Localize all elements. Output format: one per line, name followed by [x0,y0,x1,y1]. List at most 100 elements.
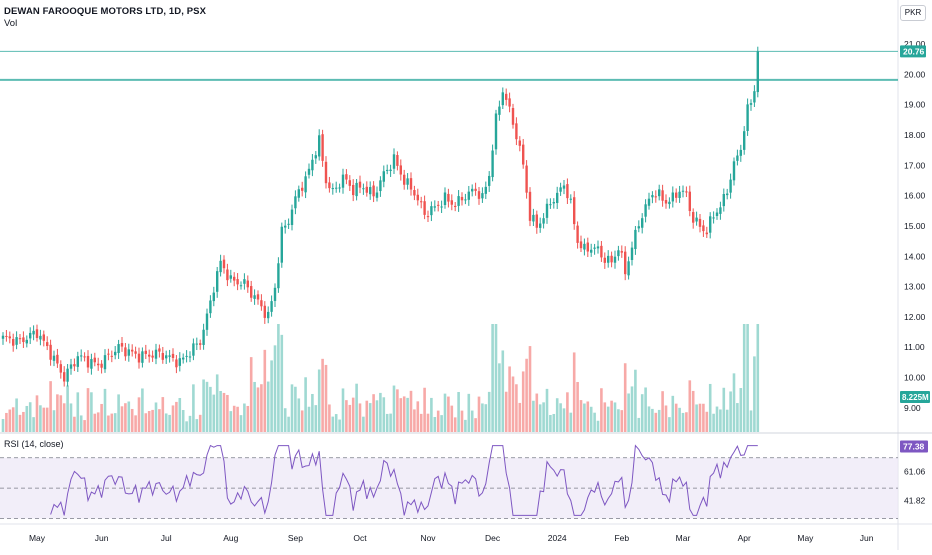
volume-bar [127,401,131,432]
candle-body [297,189,300,198]
last-price-badge [900,45,926,58]
candle-body [284,225,287,228]
candle-body [450,200,453,205]
candle-body [681,190,685,192]
volume-bar [300,410,304,432]
candle-body [348,180,351,186]
volume-bar [100,403,103,432]
candle-body [624,251,627,275]
candle-body [192,343,195,356]
volume-bar [280,334,284,432]
candle-body [715,212,719,217]
candle-body [692,212,695,223]
volume-bar [399,398,403,432]
candle-body [379,180,382,192]
volume-bar [593,412,596,432]
volume-bar [725,409,729,432]
volume-bar [671,395,675,432]
candle-body [702,225,705,232]
candle-body [185,355,188,357]
volume-bar [192,384,195,432]
volume-bar [202,379,205,432]
candle-body [127,349,130,356]
candle-body [460,196,464,201]
volume-bar [73,416,76,432]
candle-body [280,226,283,263]
candle-body [603,257,606,263]
candle-body [100,363,103,368]
volume-bar [589,406,593,432]
volume-bar [324,364,328,432]
volume-bar [596,420,600,432]
volume-bar [538,404,542,432]
volume-bar [188,415,192,432]
volume-bar [722,387,726,432]
candle-body [743,131,746,150]
candle-body [216,271,219,292]
candle-body [66,368,69,382]
volume-bar [518,402,522,432]
candle-body [226,269,229,281]
time-tick-label: Jun [95,533,109,543]
volume-bar [756,324,760,432]
volume-bar [90,392,93,432]
volume-bar [742,324,746,432]
candle-body [678,191,681,198]
candle-body [464,199,467,201]
volume-bar [409,390,413,432]
volume-bar [120,406,124,432]
volume-bar [35,395,39,432]
candle-body [49,344,52,360]
candle-body [467,191,470,200]
candle-body [29,332,32,339]
volume-bar [311,393,314,432]
volume-bar [22,411,25,432]
volume-bar [341,388,345,432]
volume-bar [130,408,134,432]
volume-bar [79,415,83,432]
volume-bar [69,403,73,432]
volume-bar [654,412,658,432]
rsi-pane: 77.38 61.06 41.82 [0,440,928,519]
candle-body [144,350,147,354]
volume-bar [365,400,369,432]
candle-body [593,247,596,249]
candle-body [658,189,661,197]
candle-body [314,155,317,159]
candle-body [114,351,117,356]
candle-body [165,355,168,359]
volume-bar [62,403,66,432]
candle-body [515,123,518,140]
volume-bar [96,412,100,432]
candle-body [389,169,392,171]
volume-bar [277,324,280,432]
volume-bar [283,408,287,432]
candle-body [318,135,321,157]
candle-body [579,241,583,249]
volume-bar [86,388,90,432]
candle-body [508,98,511,107]
candle-body [148,354,151,357]
volume-bar [321,358,324,432]
candle-body [668,201,671,205]
volume-bar [559,403,562,432]
volume-bar [117,394,120,432]
candle-body [413,190,416,196]
symbol-title[interactable]: DEWAN FAROOQUE MOTORS LTD, 1D, PSX [4,6,207,17]
volume-bar [664,405,668,432]
volume-bar [382,397,386,432]
volume-bar [623,363,627,432]
volume-bar [11,407,15,432]
volume-bar [372,394,375,432]
volume-bar [229,411,233,432]
candle-body [501,92,504,106]
volume-bar [154,402,158,432]
volume-bar [56,394,59,432]
currency-badge[interactable]: PKR [900,5,926,21]
candle-body [610,255,613,263]
candle-body [617,250,620,257]
candle-body [535,214,538,228]
candle-body [86,355,90,368]
